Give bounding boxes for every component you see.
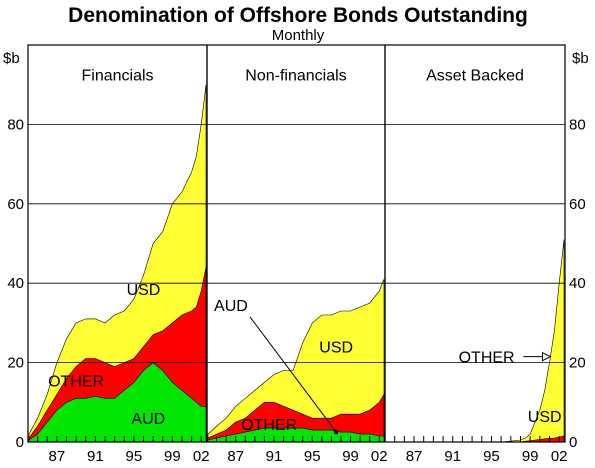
area-other-panel-2 xyxy=(207,393,385,443)
annotation-aud: AUD xyxy=(131,411,165,428)
y-unit-left: $b xyxy=(3,50,20,67)
panel-frame-3 xyxy=(384,44,566,443)
y-tick-label-left: 20 xyxy=(7,355,24,372)
x-tick-label: 87 xyxy=(49,448,66,465)
chart-title: Denomination of Offshore Bonds Outstandi… xyxy=(68,4,528,27)
x-tick-label: 95 xyxy=(126,448,143,465)
x-tick-label: 99 xyxy=(342,448,359,465)
x-tick-label: 02 xyxy=(193,448,210,465)
x-tick-label: 87 xyxy=(227,448,244,465)
x-tick-label: 87 xyxy=(406,448,423,465)
y-tick-label-left: 40 xyxy=(7,275,24,292)
gridline-layer xyxy=(28,124,565,364)
x-tick-label: 02 xyxy=(551,448,568,465)
y-unit-right: $b xyxy=(572,50,589,67)
x-tick-label: 99 xyxy=(164,448,181,465)
y-tick-label-right: 80 xyxy=(569,116,586,133)
y-tick-label-right: 40 xyxy=(569,275,586,292)
chart-subtitle: Monthly xyxy=(272,27,325,44)
x-tick-label: 99 xyxy=(522,448,539,465)
panel-title-1: Financials xyxy=(81,68,153,85)
x-tick-label: 02 xyxy=(371,448,388,465)
y-tick-label-left: 0 xyxy=(16,434,24,451)
annotation-aud: AUD xyxy=(214,298,248,315)
y-tick-label-left: 60 xyxy=(7,196,24,213)
area-layer xyxy=(28,84,565,443)
x-tick-label: 95 xyxy=(483,448,500,465)
y-tick-label-right: 0 xyxy=(569,434,577,451)
annotation-usd: USD xyxy=(127,282,161,299)
y-tick-label-left: 80 xyxy=(7,116,24,133)
panel-title-3: Asset Backed xyxy=(426,68,524,85)
annotation-other: OTHER xyxy=(48,373,104,390)
area-aud-panel-2 xyxy=(207,427,385,443)
annotation-other: OTHER xyxy=(459,350,515,367)
panel-title-2: Non-financials xyxy=(245,68,346,85)
area-usd-panel-3 xyxy=(386,239,565,443)
area-usd-panel-2 xyxy=(207,279,385,443)
aud-leader-line xyxy=(249,316,337,433)
y-tick-label-right: 60 xyxy=(569,196,586,213)
x-tick-label: 91 xyxy=(87,448,104,465)
y-tick-label-right: 20 xyxy=(569,355,586,372)
other-leader-arrowhead xyxy=(541,351,552,362)
x-tick-label: 91 xyxy=(444,448,461,465)
annotation-other: OTHER xyxy=(241,417,297,434)
frame-layer xyxy=(27,44,566,443)
aud-leader-dot xyxy=(333,429,339,435)
annotation-usd: USD xyxy=(319,340,353,357)
area-aud-panel-1 xyxy=(28,362,207,443)
annotation-usd: USD xyxy=(528,409,562,426)
x-tick-label: 95 xyxy=(304,448,321,465)
x-tick-label: 91 xyxy=(266,448,283,465)
tick-layer xyxy=(37,436,560,442)
